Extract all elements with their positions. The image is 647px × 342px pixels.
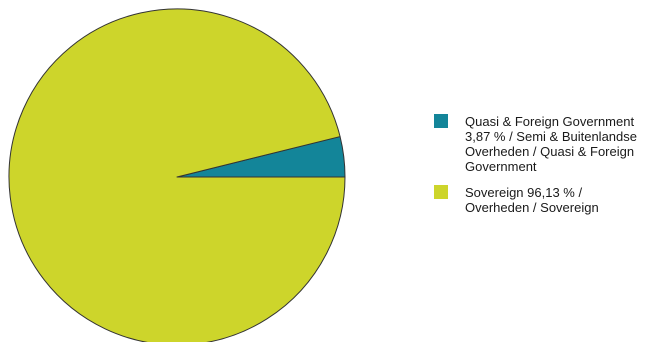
pie-slice-sovereign bbox=[8, 8, 346, 342]
legend-label-sovereign: Sovereign 96,13 % / Overheden / Sovereig… bbox=[465, 185, 599, 215]
legend-item-quasi-foreign-government: Quasi & Foreign Government 3,87 % / Semi… bbox=[434, 114, 644, 174]
pie-slices bbox=[8, 8, 346, 342]
legend-label-quasi-foreign-government: Quasi & Foreign Government 3,87 % / Semi… bbox=[465, 114, 637, 174]
legend-item-sovereign: Sovereign 96,13 % / Overheden / Sovereig… bbox=[434, 185, 644, 215]
legend-swatch-quasi-foreign-government bbox=[434, 114, 448, 128]
legend-swatch-sovereign bbox=[434, 185, 448, 199]
legend: Quasi & Foreign Government 3,87 % / Semi… bbox=[434, 114, 644, 226]
